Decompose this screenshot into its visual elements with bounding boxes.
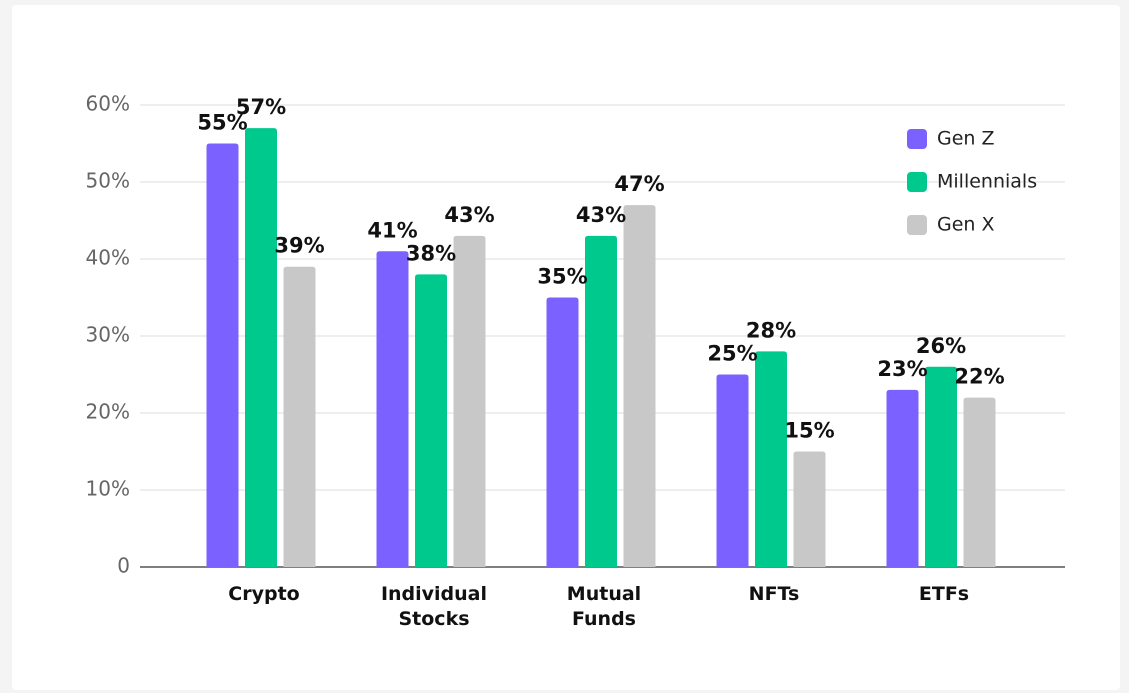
legend-swatch — [907, 172, 927, 192]
legend-label: Gen X — [937, 214, 995, 236]
bar — [546, 297, 579, 567]
legend-swatch — [907, 215, 927, 235]
y-tick-label: 30% — [86, 323, 130, 347]
data-label: 38% — [406, 241, 456, 265]
bar — [716, 374, 749, 567]
x-tick-label: Individual Stocks — [380, 583, 488, 630]
bar — [453, 235, 486, 567]
bar — [206, 143, 239, 567]
bar — [623, 205, 656, 567]
bar — [245, 128, 277, 567]
data-label: 23% — [877, 357, 927, 381]
y-tick-label: 20% — [86, 400, 130, 424]
x-tick-label: Crypto — [228, 583, 300, 605]
bar — [925, 366, 957, 567]
data-label: 43% — [444, 203, 494, 227]
bar — [793, 451, 826, 567]
data-label: 25% — [707, 342, 757, 366]
y-tick-label: 0 — [117, 554, 130, 578]
data-label: 55% — [197, 111, 247, 135]
data-label: 43% — [576, 203, 626, 227]
bar — [376, 251, 409, 568]
bar — [415, 274, 447, 567]
legend-label: Millennials — [937, 171, 1037, 193]
legend-swatch — [907, 129, 927, 149]
data-label: 15% — [784, 419, 834, 443]
data-label: 26% — [916, 334, 966, 358]
data-label: 41% — [367, 218, 417, 242]
bar — [585, 235, 617, 567]
y-tick-label: 50% — [86, 169, 130, 193]
data-label: 47% — [614, 172, 664, 196]
bar — [963, 397, 996, 567]
data-label: 22% — [954, 365, 1004, 389]
data-label: 35% — [537, 265, 587, 289]
data-label: 28% — [746, 318, 796, 342]
bar — [886, 389, 919, 567]
bar — [755, 351, 787, 567]
bar — [283, 266, 316, 567]
x-tick-label: ETFs — [918, 583, 970, 605]
y-tick-label: 40% — [86, 246, 130, 270]
y-tick-label: 60% — [86, 92, 130, 116]
y-tick-label: 10% — [86, 477, 130, 501]
data-label: 39% — [274, 234, 324, 258]
legend-label: Gen Z — [937, 128, 995, 150]
x-tick-label: Mutual Funds — [566, 583, 642, 630]
data-label: 57% — [236, 95, 286, 119]
x-tick-label: NFTs — [748, 583, 800, 605]
